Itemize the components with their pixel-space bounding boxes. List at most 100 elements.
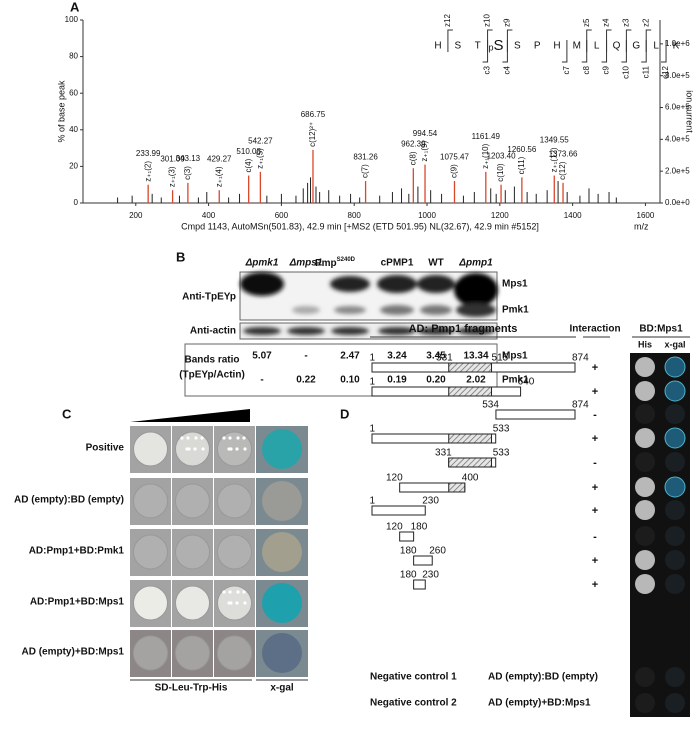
x-axis-caption: Cmpd 1143, AutoMSn(501.83), 42.9 min [+M…: [181, 221, 539, 231]
y2-tick-label: 6.0e+5: [665, 103, 690, 112]
strain-label: AD:Pmp1+BD:Mps1: [30, 597, 125, 608]
spot: [175, 585, 210, 621]
xgal-spot: [665, 452, 685, 472]
mz-label: 510.08: [236, 147, 261, 156]
z-ion-label: z9: [503, 18, 512, 27]
interaction: +: [592, 482, 598, 494]
x-tick-label: 800: [348, 211, 362, 220]
z-ion-label: z2: [641, 18, 650, 27]
fragment-position: 1: [369, 377, 375, 388]
fragment-position: 180: [400, 546, 417, 557]
row-label: Bands ratio: [184, 355, 239, 366]
fragment-bar: [371, 433, 497, 444]
lane-label: Δpmp1: [458, 258, 493, 269]
panel-label: D: [340, 406, 349, 421]
z-bracket: [447, 29, 453, 52]
residue: K: [673, 41, 680, 52]
fragment-position: 120: [386, 522, 403, 533]
y2-tick-label: 4.0e+5: [665, 134, 690, 143]
colony: [228, 436, 232, 440]
his-spot: [635, 667, 655, 687]
fragment-position: 1: [369, 424, 375, 435]
c-bracket: [581, 40, 588, 63]
xgal-spot: [262, 532, 302, 572]
band: [417, 275, 455, 293]
row-label: (TpEYp/Actin): [179, 370, 245, 381]
mz-label: 1075.47: [440, 152, 469, 161]
ratio-value: 0.20: [426, 375, 446, 386]
ratio-value: 13.34: [463, 351, 488, 362]
residue: S: [514, 41, 521, 52]
ratio-value: 0.10: [340, 375, 360, 386]
band: [331, 327, 369, 335]
band: [334, 306, 366, 314]
xgal-spot: [262, 633, 302, 673]
his-spot: [635, 550, 655, 570]
mz-label: 233.99: [136, 149, 161, 158]
xgal-spot: [665, 526, 685, 546]
media-label: SD-Leu-Trp-His: [155, 683, 228, 694]
band: [292, 306, 320, 314]
strain-label: Positive: [86, 443, 125, 454]
c-ion-label: c10: [621, 65, 630, 78]
fragment-position: 400: [462, 473, 479, 484]
ratio-value: 2.47: [340, 351, 360, 362]
interaction: -: [593, 457, 597, 469]
his-spot: [635, 452, 655, 472]
spot: [133, 585, 168, 621]
residue: L: [653, 41, 659, 52]
xgal-spot: [665, 404, 685, 424]
ion-label: z₊₁(10): [481, 143, 490, 168]
c-ion-label: c3: [483, 65, 492, 74]
ion-label: z₊₁(9): [420, 141, 429, 162]
z-ion-label: z12: [443, 14, 452, 27]
ion-label: z₊₁(3): [168, 166, 177, 187]
ratio-value: -: [304, 351, 307, 362]
his-spot: [635, 526, 655, 546]
residue: P: [534, 41, 541, 52]
band: [378, 327, 416, 335]
z-ion-label: z5: [582, 18, 591, 27]
y-tick-label: 80: [69, 52, 78, 61]
interaction: +: [592, 362, 598, 374]
residue: G: [632, 41, 640, 52]
xgal-spot: [262, 481, 302, 521]
fragment-position: 1: [369, 353, 375, 364]
interaction: +: [592, 555, 598, 567]
spot: [217, 585, 252, 621]
colony: [222, 590, 226, 594]
mz-label: 686.75: [301, 110, 326, 119]
x-tick-label: 200: [129, 211, 143, 220]
fragment-bar: [371, 386, 522, 397]
xgal-spot: [665, 574, 685, 594]
spot: [133, 635, 168, 671]
c-bracket: [502, 40, 508, 63]
xgal-spot: [665, 550, 685, 570]
ratio-name: Pmk1: [502, 375, 529, 386]
mz-label: 1161.49: [472, 132, 501, 141]
spot: [133, 431, 168, 467]
fragment-position: 331: [435, 448, 452, 459]
c-bracket: [482, 40, 489, 63]
band: [454, 273, 498, 307]
xgal-spot: [262, 429, 302, 469]
strain-label: AD:Pmp1+BD:Pmk1: [29, 546, 125, 557]
colony: [235, 447, 239, 451]
residue: S: [493, 37, 503, 54]
colony: [200, 436, 204, 440]
colony: [228, 590, 232, 594]
spot: [217, 483, 252, 519]
xgal-spot: [664, 427, 686, 449]
mz-label: 1349.55: [540, 136, 569, 145]
c-ion-label: c12: [661, 65, 670, 78]
y-tick-label: 40: [69, 125, 78, 134]
panel-label: B: [176, 249, 185, 264]
colony: [227, 447, 231, 451]
band: [240, 272, 284, 296]
colony: [227, 601, 231, 605]
his-spot: [635, 693, 655, 713]
band: [243, 327, 281, 335]
band-label: Mps1: [502, 279, 528, 290]
fragment-position: 640: [518, 377, 535, 388]
bd-header: BD:Mps1: [639, 324, 683, 335]
